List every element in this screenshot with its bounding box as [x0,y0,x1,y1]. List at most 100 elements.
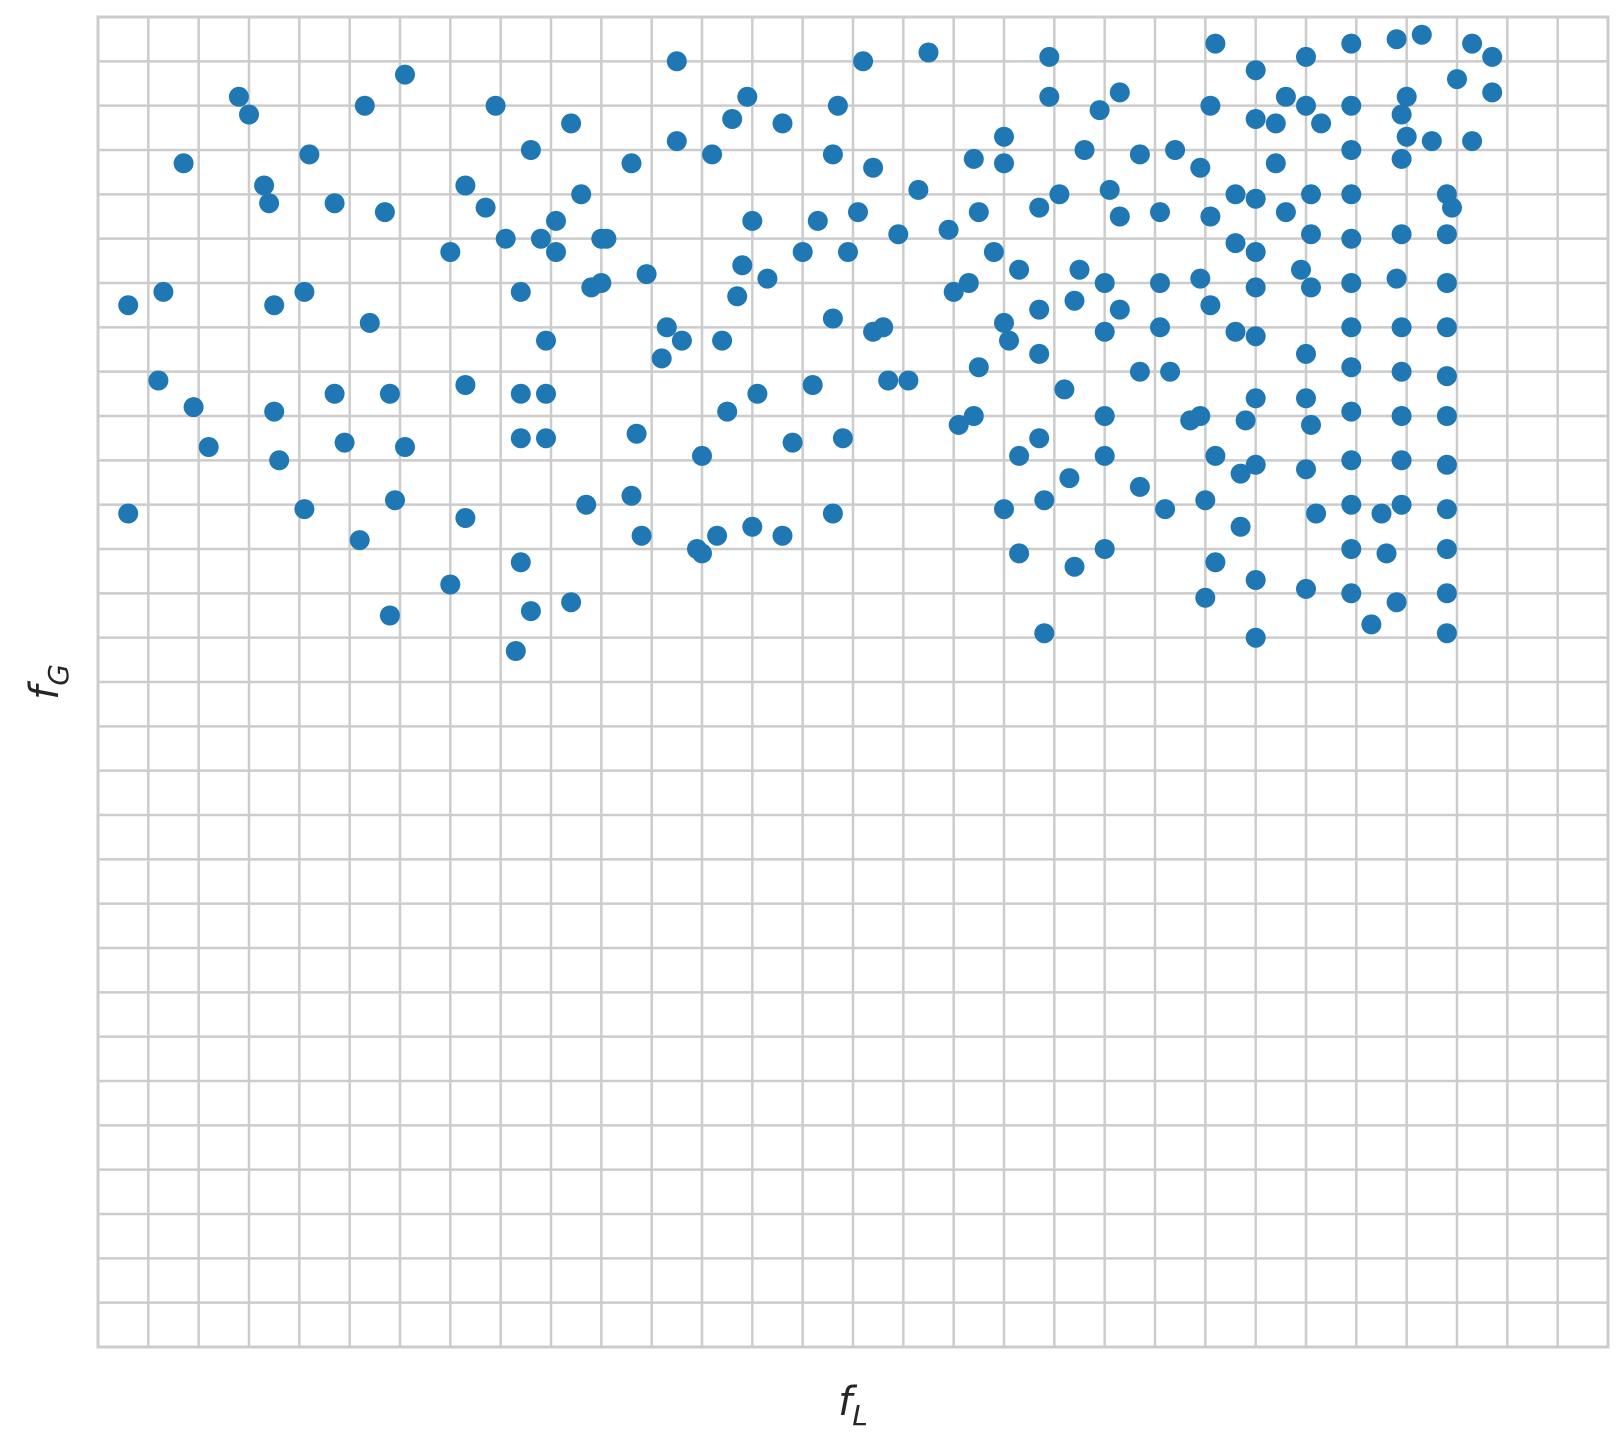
data-point [576,494,597,515]
data-point [385,490,405,511]
data-point [324,383,345,404]
data-point [707,525,728,546]
data-point [772,525,793,546]
data-point [1341,583,1362,604]
data-point [968,202,989,223]
data-point [651,348,672,369]
data-point [1029,343,1050,364]
data-point [1462,131,1483,152]
data-point [888,224,909,245]
data-point [621,485,642,506]
data-point [475,197,496,218]
data-point [183,397,204,418]
data-point [863,157,884,178]
data-point [1341,95,1362,116]
data-point [1386,29,1407,50]
data-point [530,228,551,249]
data-point [264,295,285,316]
data-point [671,330,692,351]
data-point [1341,401,1362,422]
data-point [994,312,1014,333]
data-point [354,95,375,116]
data-point [334,432,355,453]
data-point [1034,490,1055,511]
data-point [1371,503,1392,524]
data-point [1205,33,1226,54]
data-point [536,330,556,351]
data-point [983,242,1004,262]
data-point [1059,468,1080,489]
data-point [1391,494,1412,515]
data-point [626,423,647,444]
data-point [1074,140,1095,160]
data-point [822,503,843,524]
data-point [455,375,476,395]
data-point [1436,583,1457,604]
data-point [1225,184,1246,205]
data-point [1054,379,1075,400]
data-point [1296,95,1316,116]
data-point [1109,299,1130,320]
data-point [1436,366,1457,387]
data-point [1436,224,1457,245]
data-point [1301,224,1321,245]
data-point [148,370,169,391]
data-point [153,281,174,302]
data-point [1391,224,1412,245]
y-axis-label: fG [22,664,75,700]
data-point [822,144,843,165]
data-point [571,184,592,205]
data-point [1230,463,1251,484]
data-point [1245,188,1266,209]
data-point [1436,499,1457,520]
data-point [1190,268,1211,289]
data-point [873,317,894,338]
data-point [717,401,738,422]
data-point [1301,277,1321,298]
data-point [1064,290,1085,311]
data-point [772,113,793,134]
data-point [561,113,582,134]
data-point [1275,202,1296,223]
data-point [379,383,400,404]
data-point [1421,131,1442,152]
data-point [1200,95,1221,116]
data-point [546,242,566,262]
data-point [1436,454,1457,475]
data-point [395,437,415,457]
data-point [757,268,778,289]
data-point [1094,321,1115,342]
data-point [631,525,652,546]
data-point [561,592,582,613]
data-point [1341,357,1362,378]
data-point [1089,100,1110,121]
data-point [938,219,959,240]
data-point [1094,406,1115,426]
data-point [1190,406,1211,426]
data-points [118,24,1503,661]
data-point [1391,450,1412,471]
data-point [1296,46,1316,67]
data-point [173,153,194,174]
data-point [1482,82,1503,103]
data-point [943,281,964,302]
data-point [1411,24,1432,45]
data-point [591,273,612,293]
data-point [1245,388,1266,409]
data-point [1396,86,1417,107]
data-point [596,228,617,249]
data-point [1245,277,1266,298]
y-axis-label-sub: G [42,664,75,686]
data-point [395,64,415,85]
data-point [536,428,556,449]
data-point [1341,140,1362,160]
data-point [1447,69,1467,90]
data-point [1195,587,1216,608]
data-point [1200,295,1221,316]
data-point [727,286,748,307]
data-point [848,202,868,223]
x-axis-label-sub: L [852,1399,868,1432]
data-point [349,530,370,551]
data-point [994,499,1014,520]
data-point [722,109,743,129]
